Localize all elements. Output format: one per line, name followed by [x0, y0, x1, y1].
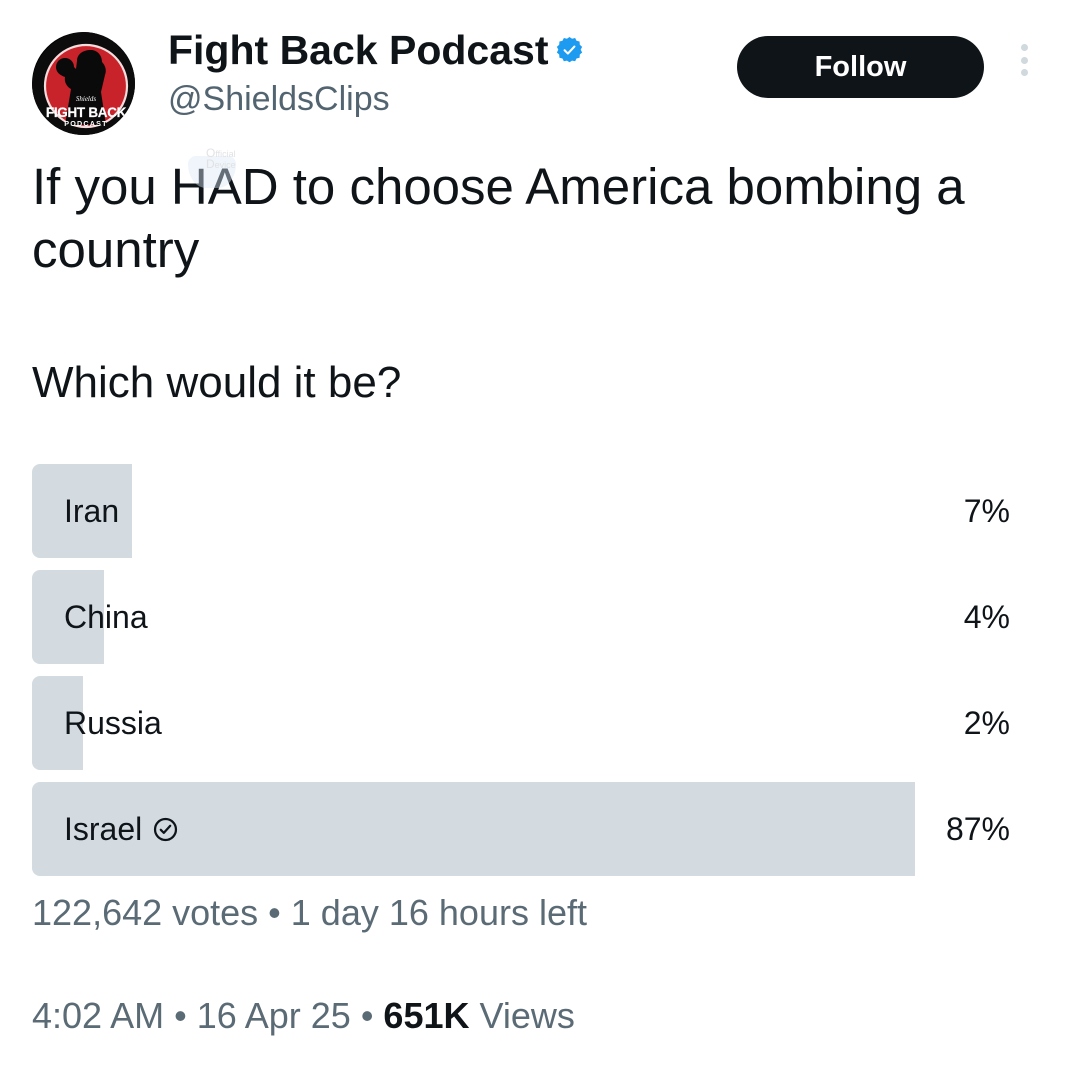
svg-text:PODCAST: PODCAST	[64, 119, 108, 128]
svg-text:FIGHT BACK: FIGHT BACK	[46, 105, 127, 120]
svg-text:Shields: Shields	[76, 95, 96, 103]
